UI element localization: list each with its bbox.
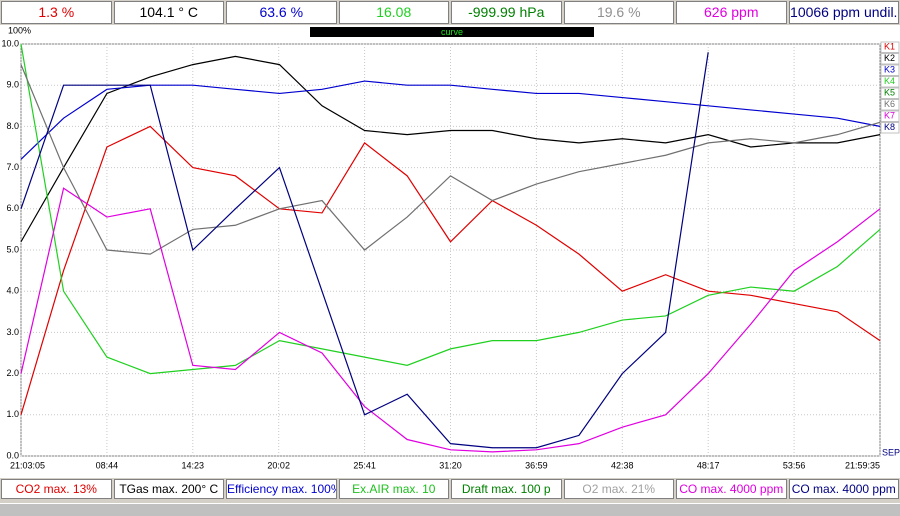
reading: 1.3 % xyxy=(1,1,112,24)
legend-swatch xyxy=(880,122,900,134)
reading: 626 ppm xyxy=(676,1,787,24)
footer-label: Ex.AIR max. 10 xyxy=(338,479,449,499)
series-line xyxy=(20,64,881,255)
series-line xyxy=(20,52,709,449)
reading: 10066 ppm undil. xyxy=(788,1,899,24)
taskbar xyxy=(0,503,900,516)
y-tick-label: 7.0 xyxy=(6,162,19,172)
curve-bar xyxy=(310,27,594,37)
legend-swatch xyxy=(880,110,900,122)
x-tick-label: 08:44 xyxy=(96,460,119,470)
reading: 63.6 % xyxy=(226,1,337,24)
x-tick-label: 21:03:05 xyxy=(10,460,45,470)
x-tick-label: 48:17 xyxy=(697,460,720,470)
legend-label: K7 xyxy=(884,110,895,120)
reading: 104.1 ° C xyxy=(113,1,224,24)
legend-swatch xyxy=(880,64,900,76)
legend-label: K6 xyxy=(884,99,895,109)
x-tick-label: 21:59:35 xyxy=(845,460,880,470)
y-tick-label: 5.0 xyxy=(6,244,19,254)
footer-label: Efficiency max. 100% xyxy=(226,479,337,499)
series-line xyxy=(20,187,881,453)
footer-label: CO max. 4000 ppm xyxy=(788,479,899,499)
end-label: SEP xyxy=(882,447,900,457)
footer-label: CO max. 4000 ppm xyxy=(676,479,787,499)
y-tick-label: 2.0 xyxy=(6,368,19,378)
curve-label: curve xyxy=(441,27,463,37)
series-line xyxy=(20,80,881,160)
legend-label: K8 xyxy=(884,122,895,132)
legend-swatch xyxy=(880,99,900,111)
legend-swatch xyxy=(880,87,900,99)
legend-swatch xyxy=(880,53,900,65)
footer-label: O2 max. 21% xyxy=(563,479,674,499)
x-tick-label: 42:38 xyxy=(611,460,634,470)
series-line xyxy=(20,55,881,243)
chart: curve 100% 0.0 1.0 2.0 3.0 4.0 5.0 6.0 7.0 8.0 9.… xyxy=(0,25,900,478)
legend-label: K4 xyxy=(884,76,895,86)
reading: 16.08 xyxy=(338,1,449,24)
footer-label: TGas max. 200° C xyxy=(113,479,224,499)
legend-swatch xyxy=(880,41,900,53)
y-tick-label: 9.0 xyxy=(6,80,19,90)
x-tick-label: 25:41 xyxy=(353,460,376,470)
legend-label: K5 xyxy=(884,87,895,97)
x-tick-label: 36:59 xyxy=(525,460,548,470)
reading: 19.6 % xyxy=(563,1,674,24)
y-tick-label: 0.0 xyxy=(6,450,19,460)
y-tick-label: 6.0 xyxy=(6,203,19,213)
x-tick-label: 20:02 xyxy=(267,460,290,470)
legend-swatch xyxy=(880,76,900,88)
legend-label: K2 xyxy=(884,53,895,63)
x-tick-label: 53:56 xyxy=(783,460,806,470)
legend-label: K3 xyxy=(884,64,895,74)
y-tick-label: 1.0 xyxy=(6,409,19,419)
series-line xyxy=(20,43,881,375)
x-tick-label: 31:20 xyxy=(439,460,462,470)
top-label: 100% xyxy=(8,25,31,35)
y-tick-label: 4.0 xyxy=(6,286,19,296)
legend-label: K1 xyxy=(884,41,895,51)
y-tick-label: 8.0 xyxy=(6,121,19,131)
y-tick-label: 10.0 xyxy=(1,38,19,48)
reading: -999.99 hPa xyxy=(451,1,562,24)
footer-label: Draft max. 100 p xyxy=(451,479,562,499)
x-tick-label: 14:23 xyxy=(182,460,205,470)
footer-bar: CO2 max. 13% TGas max. 200° C Efficiency m… xyxy=(0,478,900,500)
readings-bar: 1.3 % 104.1 ° C 63.6 % 16.08 -999.99 hPa 19.6… xyxy=(0,0,900,25)
y-tick-label: 3.0 xyxy=(6,327,19,337)
footer-label: CO2 max. 13% xyxy=(1,479,112,499)
